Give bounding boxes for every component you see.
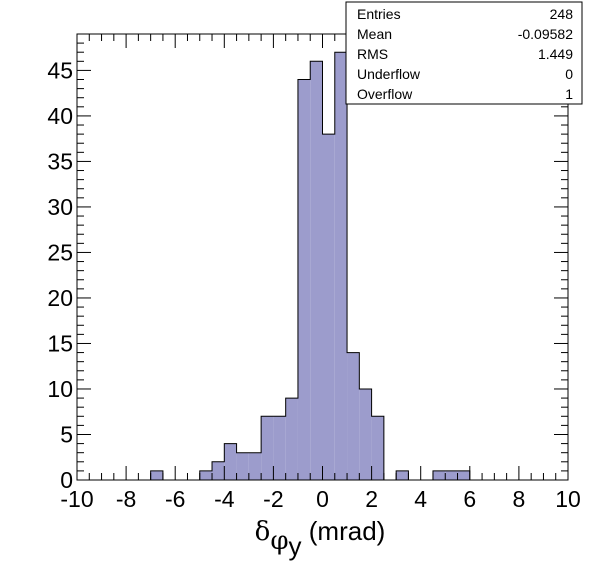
histogram-bar: [285, 398, 298, 480]
stats-value: 248: [550, 6, 574, 22]
stats-label: Underflow: [357, 66, 421, 82]
histogram-bar: [150, 470, 163, 480]
y-tick-label: 10: [47, 376, 73, 402]
stats-box-border: [345, 1, 583, 105]
x-axis-tick-labels: -10 -8 -6 -4 -2 0 2 4 6 8 10: [60, 486, 580, 512]
x-tick-label: -10: [60, 486, 93, 512]
x-tick-label: -8: [116, 486, 136, 512]
x-tick-label: 6: [463, 486, 476, 512]
stats-value: 1.449: [538, 46, 573, 62]
stats-label: Mean: [357, 26, 392, 42]
histogram-bar: [359, 388, 372, 480]
histogram-bar: [273, 416, 286, 480]
histogram-bar: [199, 470, 213, 480]
y-tick-label: 25: [47, 239, 73, 265]
stats-value: 1: [565, 86, 573, 102]
histogram-bar: [334, 52, 348, 481]
histogram-bar: [248, 452, 262, 480]
x-axis-title-subsubscript: y: [289, 531, 302, 561]
histogram-bar: [432, 470, 446, 480]
x-axis-title-unit: (mrad): [302, 516, 386, 546]
y-tick-label: 40: [47, 103, 73, 129]
stats-value: -0.09582: [518, 26, 573, 42]
histogram-bar: [310, 61, 323, 480]
x-axis-title-subscript: φ: [270, 526, 288, 556]
histogram-bar: [445, 470, 458, 480]
stats-label: Overflow: [357, 86, 413, 102]
y-axis-tick-labels: 0 5 10 15 20 25 30 35 40 45: [47, 57, 73, 493]
stats-label: RMS: [357, 46, 388, 62]
y-tick-label: 45: [47, 57, 73, 83]
x-tick-label: 0: [316, 486, 329, 512]
histogram-bar: [297, 79, 311, 481]
stats-label: Entries: [357, 6, 401, 22]
x-tick-label: 4: [414, 486, 427, 512]
histogram-bars: [150, 52, 470, 481]
x-tick-label: 8: [513, 486, 526, 512]
histogram-outline: [150, 51, 471, 480]
histogram-bar: [396, 470, 409, 480]
histogram-bar: [261, 416, 274, 480]
x-tick-label: 2: [365, 486, 378, 512]
y-tick-label: 20: [47, 285, 73, 311]
x-tick-label: -4: [214, 486, 235, 512]
y-tick-label: 30: [47, 194, 73, 220]
stats-value: 0: [565, 66, 573, 82]
stats-box: Entries 248 Mean -0.09582 RMS 1.449 Underflow 0…: [345, 1, 583, 105]
histogram-bar: [224, 443, 237, 480]
x-axis-title: δφy (mrad): [255, 516, 386, 561]
x-axis-title-symbol: δ: [255, 517, 271, 547]
histogram-bar: [322, 134, 335, 481]
y-tick-label: 15: [47, 330, 73, 356]
x-tick-label: -6: [165, 486, 185, 512]
y-tick-label: 5: [60, 421, 73, 447]
histogram-step-line: [150, 51, 471, 480]
y-tick-label: 35: [47, 148, 73, 174]
histogram-bar: [347, 352, 360, 480]
histogram-bar: [212, 461, 225, 480]
histogram-bar: [371, 416, 384, 480]
x-tick-label: 10: [555, 486, 581, 512]
histogram-bar: [457, 470, 470, 480]
histogram-bar: [236, 452, 249, 480]
x-tick-label: -2: [263, 486, 283, 512]
y-tick-label: 0: [60, 467, 73, 493]
